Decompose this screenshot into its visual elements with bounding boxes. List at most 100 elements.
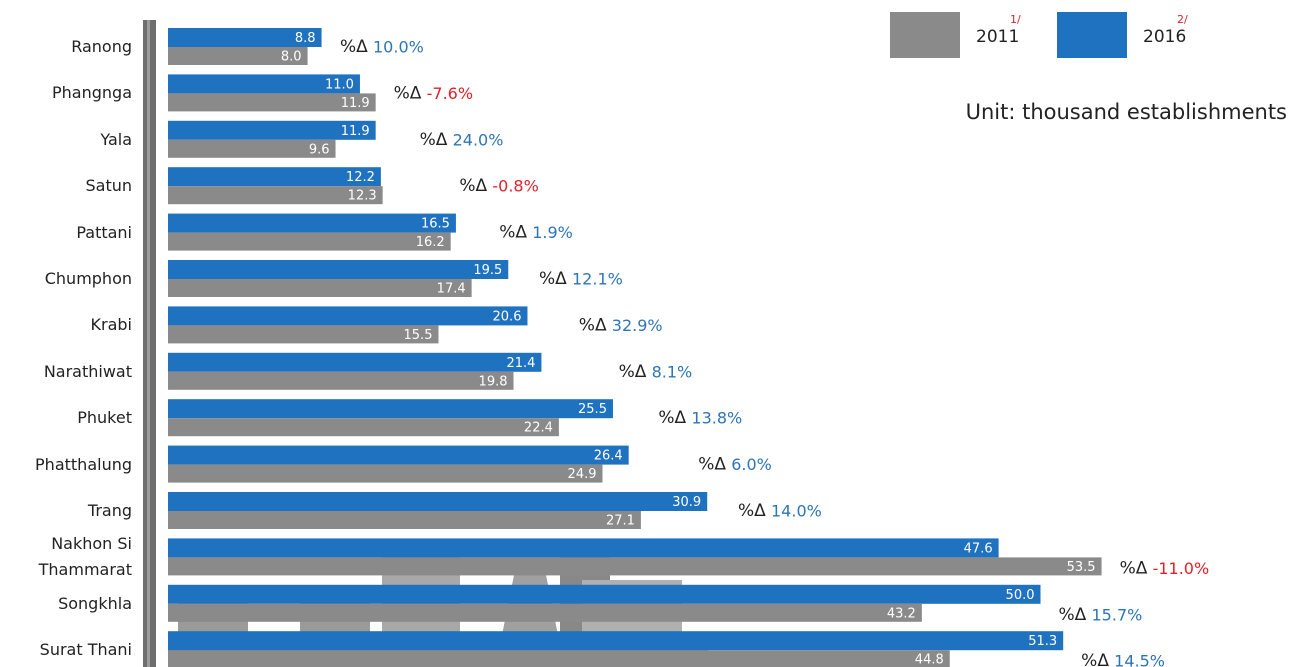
- value-label: 16.5: [421, 217, 450, 232]
- change-label: 10.0%: [373, 38, 424, 57]
- category-label: Surat Thani: [4, 637, 132, 663]
- change-label: -7.6%: [427, 84, 473, 103]
- change-label: -11.0%: [1153, 559, 1210, 578]
- bar: [168, 279, 472, 297]
- bar: [168, 260, 508, 279]
- category-label: Trang: [4, 498, 132, 524]
- change-prefix: %Δ: [698, 455, 726, 475]
- unit-label: Unit: thousand establishments: [966, 100, 1287, 124]
- change-prefix: %Δ: [499, 223, 527, 243]
- change-prefix: %Δ: [1059, 605, 1087, 625]
- bar: [168, 353, 541, 372]
- value-label: 12.3: [348, 189, 377, 204]
- value-label: 44.8: [915, 653, 944, 667]
- change-prefix: %Δ: [420, 130, 448, 150]
- category-label: Krabi: [4, 312, 132, 338]
- category-label: Narathiwat: [4, 359, 132, 385]
- change-prefix: %Δ: [394, 83, 422, 103]
- category-label: Chumphon: [4, 266, 132, 292]
- change-prefix: %Δ: [579, 315, 607, 335]
- bar: [168, 492, 707, 511]
- value-label: 50.0: [1006, 588, 1035, 603]
- change-label: 8.1%: [652, 362, 693, 381]
- page: Unit: thousand establishments 8.8 8.0 %Δ 10…: [0, 0, 1315, 667]
- change-prefix: %Δ: [459, 176, 487, 196]
- bar: [168, 557, 1102, 575]
- value-label: 19.8: [479, 374, 508, 389]
- change-label: 14.0%: [771, 502, 822, 521]
- legend-swatch: [890, 12, 960, 58]
- change-prefix: %Δ: [658, 408, 686, 428]
- chart: Unit: thousand establishments 8.8 8.0 %Δ 10…: [0, 0, 1315, 667]
- value-label: 19.5: [473, 263, 502, 278]
- value-label: 21.4: [506, 356, 535, 371]
- category-label: Phuket: [4, 405, 132, 431]
- value-label: 8.8: [295, 31, 316, 46]
- bar: [168, 214, 456, 233]
- value-label: 22.4: [524, 421, 553, 436]
- category-label: Yala: [4, 127, 132, 153]
- category-label: Phangnga: [4, 80, 132, 106]
- bar: [168, 631, 1063, 650]
- change-prefix: %Δ: [1120, 558, 1148, 578]
- legend-swatch: [1057, 12, 1127, 58]
- value-label: 11.0: [325, 77, 354, 92]
- bar: [168, 650, 950, 667]
- value-label: 11.9: [341, 96, 370, 111]
- category-label: Phatthalung: [4, 452, 132, 478]
- value-label: 43.2: [887, 606, 916, 621]
- bar: [168, 604, 922, 622]
- legend-label: 2011: [976, 27, 1019, 47]
- change-label: 15.7%: [1092, 605, 1143, 624]
- value-label: 24.9: [568, 467, 597, 482]
- value-label: 12.2: [346, 170, 375, 185]
- bar: [168, 585, 1041, 604]
- value-label: 51.3: [1028, 634, 1057, 649]
- value-label: 9.6: [309, 142, 330, 157]
- category-label: Songkhla: [4, 591, 132, 617]
- value-label: 25.5: [578, 402, 607, 417]
- category-label: Ranong: [4, 34, 132, 60]
- change-label: 14.5%: [1114, 652, 1165, 667]
- value-label: 47.6: [964, 541, 993, 556]
- category-label: Pattani: [4, 220, 132, 246]
- bar: [168, 233, 451, 251]
- bar: [168, 306, 527, 325]
- legend-footnote: 1/: [1010, 13, 1021, 26]
- change-label: 24.0%: [453, 130, 504, 149]
- change-prefix: %Δ: [340, 37, 368, 57]
- category-label: Satun: [4, 173, 132, 199]
- bar: [168, 538, 999, 557]
- bar: [168, 446, 629, 465]
- legend-footnote: 2/: [1177, 13, 1188, 26]
- value-label: 16.2: [416, 235, 445, 250]
- value-label: 53.5: [1067, 560, 1096, 575]
- category-label: Nakhon Si Thammarat: [4, 531, 132, 583]
- value-label: 30.9: [672, 495, 701, 510]
- value-label: 8.0: [281, 50, 302, 65]
- bar: [168, 465, 603, 483]
- value-label: 11.9: [341, 124, 370, 139]
- change-prefix: %Δ: [619, 362, 647, 382]
- change-label: 12.1%: [572, 270, 623, 289]
- change-label: 32.9%: [612, 316, 663, 335]
- axis-post-highlight: [147, 20, 150, 667]
- value-label: 20.6: [493, 309, 522, 324]
- bar: [168, 372, 514, 390]
- value-label: 17.4: [437, 282, 466, 297]
- change-prefix: %Δ: [1081, 651, 1109, 667]
- change-label: -0.8%: [492, 177, 538, 196]
- change-prefix: %Δ: [539, 269, 567, 289]
- change-label: 13.8%: [691, 409, 742, 428]
- value-label: 27.1: [606, 514, 635, 529]
- bar: [168, 325, 438, 343]
- legend-label: 2016: [1143, 27, 1186, 47]
- value-label: 26.4: [594, 449, 623, 464]
- change-label: 1.9%: [532, 223, 573, 242]
- change-prefix: %Δ: [738, 501, 766, 521]
- bar: [168, 418, 559, 436]
- bar: [168, 399, 613, 418]
- bar: [168, 511, 641, 529]
- change-label: 6.0%: [731, 455, 772, 474]
- value-label: 15.5: [404, 328, 433, 343]
